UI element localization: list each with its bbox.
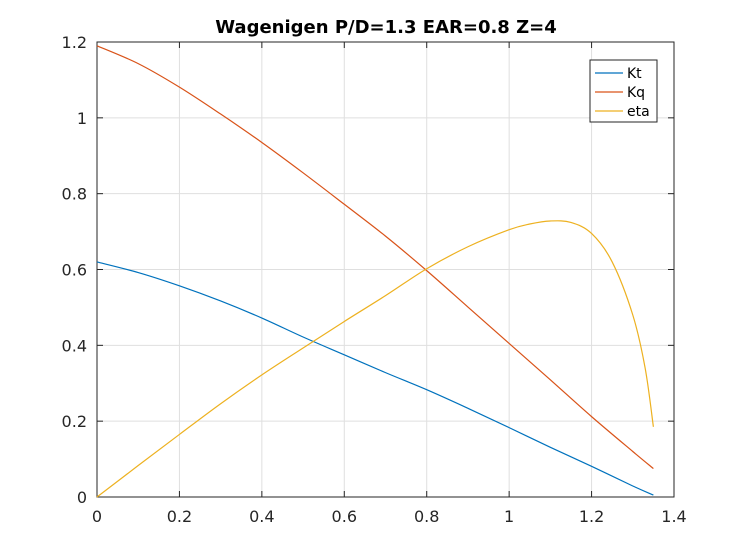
y-tick-label: 1 <box>77 109 87 128</box>
y-tick-label: 1.2 <box>62 33 87 52</box>
series-line-eta <box>96 220 654 498</box>
y-tick-label: 0.6 <box>62 261 87 280</box>
legend: Kt Kq eta <box>589 59 658 123</box>
axis-ticks: 0 0.2 0.4 0.6 0.8 1 1.2 1.4 0 0.2 0.4 0.6 0.8 1 1.2 <box>62 33 687 526</box>
legend-label-kq: Kq <box>627 85 645 101</box>
series-line-kq <box>96 45 654 470</box>
y-tick-label: 0.8 <box>62 185 87 204</box>
legend-label-kt: Kt <box>627 66 642 82</box>
legend-label-eta: eta <box>627 104 650 120</box>
y-tick-label: 0 <box>77 488 87 507</box>
x-tick-label: 1.2 <box>579 507 604 526</box>
x-tick-label: 0.4 <box>249 507 274 526</box>
x-tick-label: 0 <box>92 507 102 526</box>
x-tick-label: 0.6 <box>332 507 357 526</box>
x-tick-label: 1 <box>504 507 514 526</box>
series-line-kt <box>96 261 654 496</box>
chart-title: Wagenigen P/D=1.3 EAR=0.8 Z=4 <box>215 17 557 38</box>
y-tick-label: 0.2 <box>62 412 87 431</box>
series-lines <box>96 45 654 498</box>
x-tick-label: 0.8 <box>414 507 439 526</box>
y-tick-label: 0.4 <box>62 336 87 355</box>
x-tick-label: 0.2 <box>167 507 192 526</box>
legend-box <box>589 59 658 123</box>
x-tick-label: 1.4 <box>661 507 686 526</box>
